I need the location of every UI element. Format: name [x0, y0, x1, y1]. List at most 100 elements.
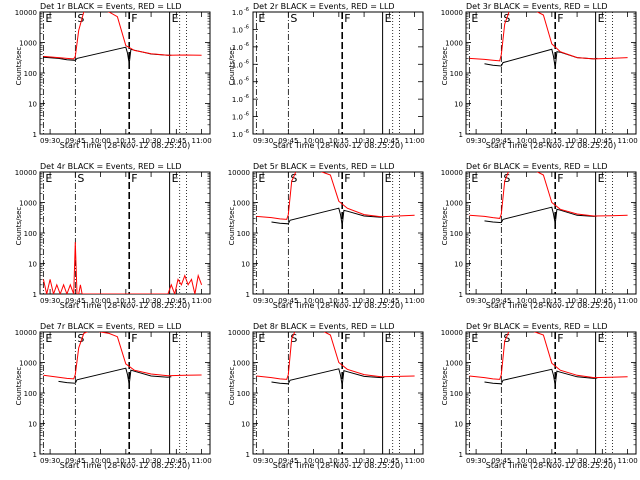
- y-tick-label: 1000: [445, 360, 463, 368]
- y-tick-label: 100: [450, 390, 463, 398]
- event-marker-label: F: [557, 332, 563, 345]
- y-tick-label: 1.0: [232, 79, 243, 87]
- event-marker-label: F: [344, 172, 350, 185]
- detector-panel-9: 1 10 100 1000 10000 09:30 09:45 10:00 10:15 10:30…: [426, 320, 639, 480]
- y-axis-label: Counts/sec: [15, 46, 23, 86]
- x-axis-label: Start Time (28-Nov-12 08:25:20): [59, 461, 191, 470]
- y-tick-label: 1.0: [232, 61, 243, 69]
- y-tick-label: 10000: [15, 9, 37, 17]
- y-tick-exponent: -6: [244, 7, 249, 13]
- series-line-events: [484, 368, 598, 386]
- x-tick-label: 10:15: [542, 457, 562, 465]
- event-marker-label: E: [471, 12, 478, 25]
- x-tick-label: 10:00: [304, 457, 324, 465]
- x-tick-label: 09:30: [466, 297, 486, 305]
- event-marker-label: S: [290, 332, 297, 345]
- event-marker-label: E: [172, 332, 179, 345]
- detector-panel-7: 1 10 100 1000 10000 09:30 09:45 10:00 10:15 10:30…: [0, 320, 213, 480]
- x-tick-label: 11:00: [404, 297, 424, 305]
- x-tick-label: 09:45: [278, 457, 298, 465]
- y-tick-label: 10: [241, 261, 250, 269]
- x-tick-label: 10:15: [542, 137, 562, 145]
- event-marker-label: S: [77, 332, 84, 345]
- y-tick-label: 100: [450, 230, 463, 238]
- x-tick-label: 10:30: [567, 457, 587, 465]
- y-tick-label: 1000: [232, 200, 250, 208]
- y-axis-label: Counts/sec: [228, 46, 236, 86]
- x-tick-label: 10:00: [91, 457, 111, 465]
- series-line-lld: [256, 332, 415, 380]
- event-marker-label: S: [503, 332, 510, 345]
- x-tick-label: 10:45: [166, 137, 186, 145]
- x-tick-label: 09:30: [466, 457, 486, 465]
- y-tick-label: 10000: [441, 169, 463, 177]
- y-tick-label: 1.0: [232, 44, 243, 52]
- event-marker-label: S: [503, 172, 510, 185]
- detector-panel-2: 1.0 -6 1.0 -6 1.0 -6 1.0 -6 1.0 -6 1.0 -6 1.0 -6 1.0 -6…: [213, 0, 426, 160]
- chart-canvas: 1 10 100 1000 10000 09:30 09:45 10:00 10:15 10:30…: [15, 329, 212, 465]
- x-tick-label: 10:00: [517, 457, 537, 465]
- x-axis-label: Start Time (28-Nov-12 08:25:20): [272, 461, 404, 470]
- x-axis-label: Start Time (28-Nov-12 08:25:20): [59, 141, 191, 150]
- series-line-events: [58, 367, 172, 385]
- x-tick-label: 11:00: [617, 137, 637, 145]
- event-marker-label: E: [258, 332, 265, 345]
- event-marker-label: E: [258, 172, 265, 185]
- event-marker-label: F: [557, 172, 563, 185]
- x-tick-label: 09:45: [491, 297, 511, 305]
- plot-frame: [465, 331, 637, 455]
- chart-canvas: 1 10 100 1000 10000 09:30 09:45 10:00 10:15 10:30…: [15, 169, 212, 305]
- y-tick-exponent: -6: [244, 94, 249, 100]
- y-axis-label: Counts/sec: [228, 206, 236, 246]
- panel-title: Det 9r BLACK = Events, RED = LLD: [466, 322, 608, 331]
- plot-frame: [252, 331, 424, 455]
- y-tick-label: 100: [24, 70, 37, 78]
- y-tick-label: 1000: [19, 360, 37, 368]
- event-marker-label: F: [131, 12, 137, 25]
- series-line-lld: [43, 332, 202, 380]
- x-tick-label: 10:45: [592, 297, 612, 305]
- x-tick-label: 10:30: [354, 137, 374, 145]
- event-marker-label: E: [172, 172, 179, 185]
- y-tick-label: 1: [246, 451, 250, 459]
- y-tick-label: 100: [237, 230, 250, 238]
- x-tick-label: 09:30: [253, 297, 273, 305]
- event-marker-label: E: [598, 12, 605, 25]
- x-tick-label: 11:00: [404, 137, 424, 145]
- y-tick-label: 10000: [15, 169, 37, 177]
- chart-canvas: 1.0 -61.0 -61.0 -61.0 -61.0 -61.0 -61.0 -61.0 -6…: [232, 7, 425, 145]
- plot-frame: [39, 11, 211, 135]
- y-tick-exponent: -6: [244, 77, 249, 83]
- detector-panel-1: 1 10 100 1000 10000 09:30 09:45 10:00 10:15 10:30…: [0, 0, 213, 160]
- event-marker-label: E: [45, 12, 52, 25]
- y-tick-label: 10000: [228, 329, 250, 337]
- y-tick-label: 1: [459, 131, 463, 139]
- x-axis-label: Start Time (28-Nov-12 08:25:20): [485, 141, 617, 150]
- x-tick-label: 10:00: [91, 297, 111, 305]
- series-line-lld: [469, 332, 628, 380]
- event-marker-label: E: [258, 12, 265, 25]
- chart-canvas: 1 10 100 1000 10000 09:30 09:45 10:00 10:15 10:30…: [441, 169, 638, 305]
- series-line-lld: [469, 12, 628, 62]
- y-tick-label: 1.0: [232, 9, 243, 17]
- x-tick-label: 09:45: [278, 137, 298, 145]
- series-line-events: [271, 207, 385, 226]
- series-line-events: [484, 206, 598, 224]
- y-tick-label: 10: [454, 421, 463, 429]
- x-tick-label: 10:30: [141, 137, 161, 145]
- event-marker-label: S: [290, 172, 297, 185]
- event-marker-label: E: [471, 332, 478, 345]
- event-marker-label: F: [344, 332, 350, 345]
- y-tick-label: 100: [24, 230, 37, 238]
- y-tick-label: 10000: [441, 9, 463, 17]
- event-marker-label: E: [385, 12, 392, 25]
- event-marker-label: S: [77, 172, 84, 185]
- y-tick-label: 1: [459, 291, 463, 299]
- x-tick-label: 10:45: [166, 457, 186, 465]
- detector-panel-6: 1 10 100 1000 10000 09:30 09:45 10:00 10:15 10:30…: [426, 160, 639, 320]
- x-tick-label: 10:15: [329, 297, 349, 305]
- panel-title: Det 7r BLACK = Events, RED = LLD: [40, 322, 182, 331]
- panel-title: Det 8r BLACK = Events, RED = LLD: [253, 322, 395, 331]
- plot-frame: [252, 11, 424, 135]
- detector-panel-4: 1 10 100 1000 10000 09:30 09:45 10:00 10:15 10:30…: [0, 160, 213, 320]
